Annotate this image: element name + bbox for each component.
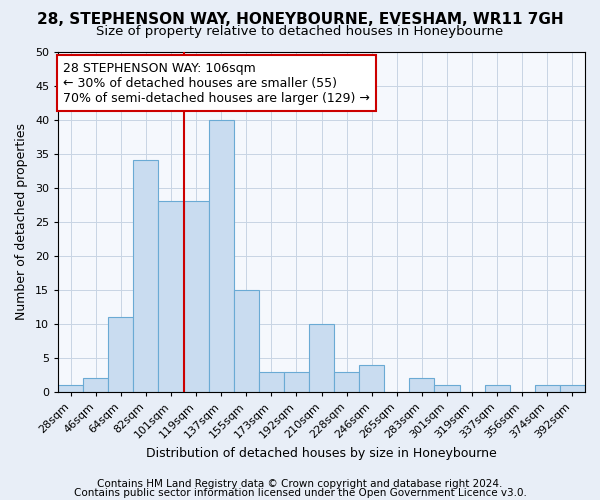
Bar xyxy=(259,372,284,392)
Bar xyxy=(108,317,133,392)
Bar xyxy=(158,202,184,392)
Text: 28 STEPHENSON WAY: 106sqm
← 30% of detached houses are smaller (55)
70% of semi-: 28 STEPHENSON WAY: 106sqm ← 30% of detac… xyxy=(64,62,370,104)
Y-axis label: Number of detached properties: Number of detached properties xyxy=(15,124,28,320)
Bar xyxy=(133,160,158,392)
Bar xyxy=(209,120,234,392)
Bar xyxy=(234,290,259,392)
Bar xyxy=(359,365,384,392)
X-axis label: Distribution of detached houses by size in Honeybourne: Distribution of detached houses by size … xyxy=(146,447,497,460)
Bar xyxy=(284,372,309,392)
Bar xyxy=(309,324,334,392)
Text: Contains public sector information licensed under the Open Government Licence v3: Contains public sector information licen… xyxy=(74,488,526,498)
Text: 28, STEPHENSON WAY, HONEYBOURNE, EVESHAM, WR11 7GH: 28, STEPHENSON WAY, HONEYBOURNE, EVESHAM… xyxy=(37,12,563,28)
Text: Contains HM Land Registry data © Crown copyright and database right 2024.: Contains HM Land Registry data © Crown c… xyxy=(97,479,503,489)
Bar xyxy=(434,385,460,392)
Bar xyxy=(184,202,209,392)
Bar xyxy=(409,378,434,392)
Bar xyxy=(485,385,510,392)
Text: Size of property relative to detached houses in Honeybourne: Size of property relative to detached ho… xyxy=(97,25,503,38)
Bar xyxy=(535,385,560,392)
Bar xyxy=(560,385,585,392)
Bar xyxy=(334,372,359,392)
Bar xyxy=(58,385,83,392)
Bar xyxy=(83,378,108,392)
